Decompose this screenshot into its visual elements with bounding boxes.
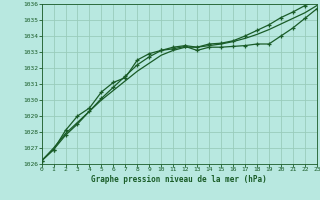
X-axis label: Graphe pression niveau de la mer (hPa): Graphe pression niveau de la mer (hPa) (91, 175, 267, 184)
